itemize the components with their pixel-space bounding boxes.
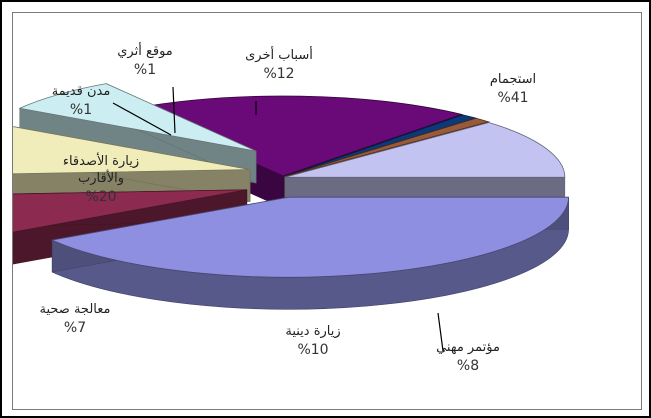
chart-area: استجمام %41 مؤتمر مهني %8 زيارة دينية %10 معال… <box>12 12 642 410</box>
slice-value-8: %12 <box>263 66 294 82</box>
slice-top-3 <box>13 126 251 175</box>
leader-line-7 <box>172 86 176 134</box>
slice-label-5-1: زيارة الأصدقاء <box>63 152 139 169</box>
slice-top-5 <box>131 95 464 177</box>
leader-line-2 <box>437 312 444 352</box>
slice-top-7 <box>284 117 490 177</box>
slice-label-1: استجمام <box>490 72 536 87</box>
slice-value-5: %20 <box>85 189 116 205</box>
slice-top-1 <box>50 196 569 278</box>
slice-value-6: %1 <box>70 102 92 118</box>
slice-label-6: مدن قديمة <box>52 84 111 99</box>
slice-label-8: أسباب أخرى <box>245 46 313 63</box>
slice-value-7: %1 <box>134 62 156 78</box>
slice-value-2: %8 <box>457 358 479 374</box>
slice-label-2: مؤتمر مهني <box>436 340 500 355</box>
slice-value-3: %10 <box>297 342 328 358</box>
slice-label-5-2: والأقارب <box>78 169 124 186</box>
slice-label-7: موقع أثري <box>117 42 173 59</box>
leader-line-6 <box>112 102 172 136</box>
pie-chart: استجمام %41 مؤتمر مهني %8 زيارة دينية %10 معال… <box>13 42 569 374</box>
slice-label-3: زيارة دينية <box>285 324 340 339</box>
slice-top-8 <box>284 122 566 178</box>
slice-1 <box>50 196 569 310</box>
slice-top-2 <box>13 189 247 233</box>
slice-value-4: %7 <box>64 320 86 336</box>
slice-value-1: %41 <box>497 90 528 106</box>
slice-label-4: معالجة صحية <box>40 302 111 317</box>
